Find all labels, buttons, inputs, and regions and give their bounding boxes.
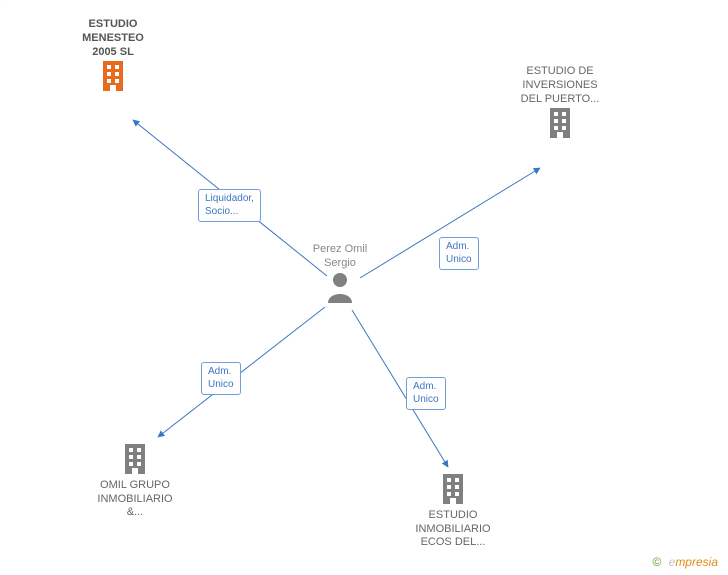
- center-node-label: Perez Omil Sergio: [290, 243, 390, 271]
- building-icon: [439, 472, 467, 509]
- diagram-canvas: Perez Omil Sergio ESTUDIO MENESTEO 2005 …: [0, 0, 728, 575]
- copyright-icon: ©: [652, 555, 661, 569]
- brand-label: empresia: [669, 555, 718, 569]
- building-icon: [546, 106, 574, 143]
- company-node-label: OMIL GRUPO INMOBILIARIO &...: [85, 479, 185, 520]
- company-node-label: ESTUDIO MENESTEO 2005 SL: [63, 18, 163, 59]
- company-node[interactable]: ESTUDIO INMOBILIARIO ECOS DEL...: [403, 472, 503, 550]
- company-node[interactable]: OMIL GRUPO INMOBILIARIO &...: [85, 442, 185, 520]
- person-icon: [325, 271, 355, 308]
- edge-label: Liquidador, Socio...: [198, 189, 261, 222]
- building-icon: [99, 59, 127, 96]
- center-node[interactable]: Perez Omil Sergio: [290, 243, 390, 307]
- watermark: © empresia: [652, 555, 718, 569]
- edge-label: Adm. Unico: [406, 377, 446, 410]
- company-node[interactable]: ESTUDIO DE INVERSIONES DEL PUERTO...: [510, 65, 610, 143]
- company-node[interactable]: ESTUDIO MENESTEO 2005 SL: [63, 18, 163, 96]
- company-node-label: ESTUDIO DE INVERSIONES DEL PUERTO...: [510, 65, 610, 106]
- building-icon: [121, 442, 149, 479]
- edge-label: Adm. Unico: [439, 237, 479, 270]
- company-node-label: ESTUDIO INMOBILIARIO ECOS DEL...: [403, 509, 503, 550]
- edge-line: [158, 307, 325, 437]
- edge-label: Adm. Unico: [201, 362, 241, 395]
